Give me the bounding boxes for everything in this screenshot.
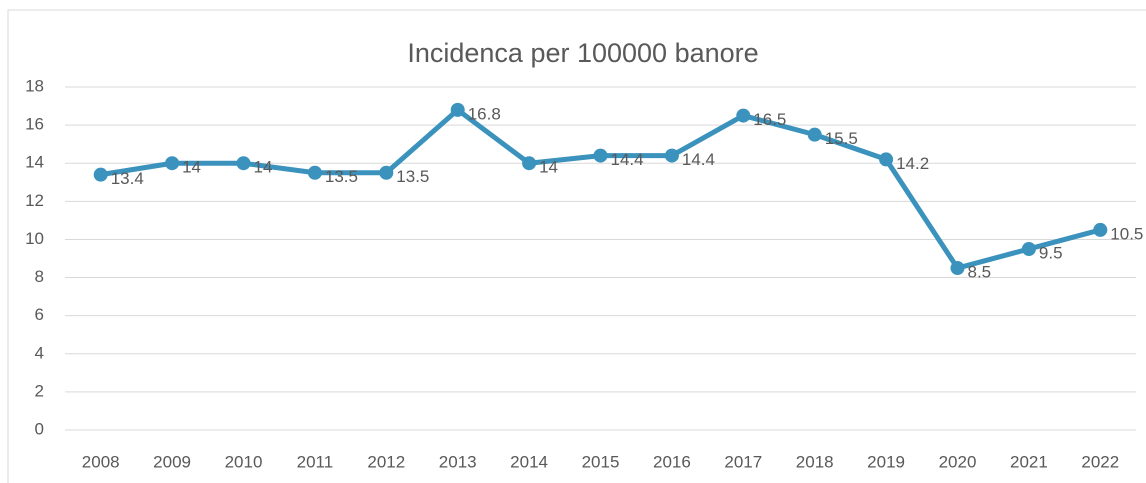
- x-tick-label: 2011: [297, 452, 334, 471]
- x-tick-label: 2012: [367, 452, 405, 471]
- point: [522, 156, 537, 171]
- point: [879, 152, 894, 167]
- data-label: 13.4: [111, 169, 144, 188]
- point: [1093, 222, 1108, 237]
- y-tick-label: 10: [25, 229, 44, 248]
- point: [736, 108, 751, 123]
- point: [1021, 241, 1036, 256]
- point: [236, 156, 251, 171]
- data-label: 8.5: [968, 263, 992, 282]
- data-label: 13.5: [325, 167, 358, 186]
- data-label: 10.5: [1110, 224, 1143, 243]
- y-tick-label: 12: [25, 191, 44, 210]
- x-tick-label: 2021: [1010, 452, 1048, 471]
- y-tick-label: 18: [25, 76, 44, 95]
- data-label: 14.4: [611, 150, 644, 169]
- y-tick-label: 4: [35, 343, 44, 362]
- point: [807, 127, 822, 142]
- data-label: 14: [182, 158, 201, 177]
- data-label: 14.4: [682, 150, 715, 169]
- point: [307, 165, 322, 180]
- x-tick-label: 2009: [153, 452, 191, 471]
- data-label: 15.5: [825, 129, 858, 148]
- x-tick-label: 2017: [724, 452, 762, 471]
- x-tick-label: 2018: [796, 452, 834, 471]
- x-tick-label: 2020: [939, 452, 977, 471]
- data-label: 13.5: [396, 167, 429, 186]
- data-label: 16.5: [753, 110, 786, 129]
- point: [165, 156, 180, 171]
- data-label: 14: [539, 158, 558, 177]
- y-tick-label: 8: [35, 267, 44, 286]
- y-tick-label: 14: [25, 153, 44, 172]
- data-label: 16.8: [468, 104, 501, 123]
- x-tick-label: 2016: [653, 452, 691, 471]
- x-tick-label: 2022: [1081, 452, 1119, 471]
- point: [379, 165, 394, 180]
- x-tick-label: 2015: [582, 452, 620, 471]
- data-label: 9.5: [1039, 243, 1063, 262]
- y-tick-label: 2: [35, 381, 44, 400]
- x-tick-label: 2010: [225, 452, 263, 471]
- point: [93, 167, 108, 182]
- y-tick-label: 6: [35, 305, 44, 324]
- y-tick-label: 0: [35, 419, 44, 438]
- point: [450, 102, 465, 117]
- point: [950, 261, 965, 276]
- chart-border: [7, 9, 1146, 483]
- data-label: 14: [254, 158, 273, 177]
- point: [664, 148, 679, 163]
- y-tick-label: 16: [25, 115, 44, 134]
- chart-title: Incidenca per 100000 banore: [407, 38, 758, 68]
- x-tick-label: 2008: [82, 452, 120, 471]
- x-tick-label: 2013: [439, 452, 477, 471]
- point: [593, 148, 608, 163]
- x-tick-label: 2014: [510, 452, 548, 471]
- x-tick-label: 2019: [867, 452, 905, 471]
- data-label: 14.2: [896, 154, 929, 173]
